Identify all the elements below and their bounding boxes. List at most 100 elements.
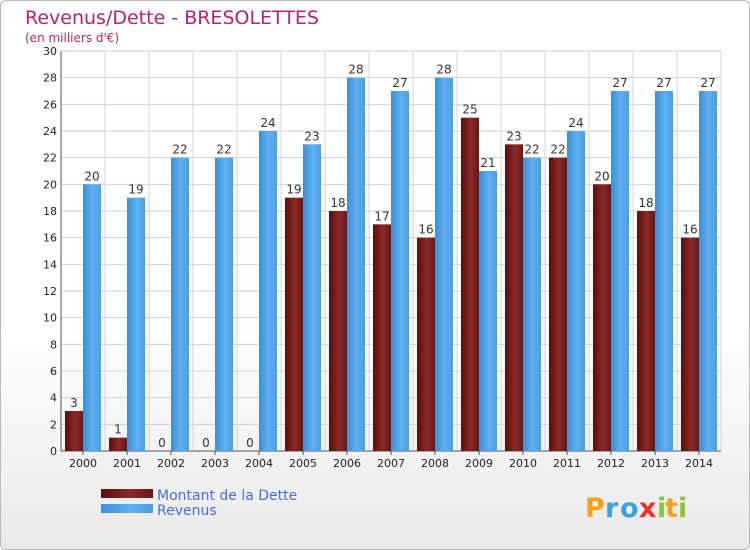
value-label-debt: 18 — [330, 196, 345, 210]
chart-subtitle: (en milliers d'€) — [25, 31, 119, 45]
y-tick-label: 0 — [50, 445, 57, 458]
x-tick-label: 2012 — [597, 457, 625, 470]
bar-revenus — [479, 171, 497, 451]
logo-letter: o — [620, 493, 639, 524]
x-tick-label: 2008 — [421, 457, 449, 470]
x-tick-label: 2001 — [113, 457, 141, 470]
y-tick-label: 26 — [43, 98, 57, 111]
bar-revenus — [655, 91, 673, 451]
logo-letter: P — [585, 493, 605, 524]
legend: Montant de la Dette Revenus — [101, 488, 297, 519]
logo-letter: t — [665, 493, 678, 524]
value-label-revenus: 24 — [568, 116, 583, 130]
value-label-debt: 18 — [638, 196, 653, 210]
value-label-revenus: 27 — [612, 76, 627, 90]
y-tick-label: 4 — [50, 392, 57, 405]
y-tick-label: 10 — [43, 312, 57, 325]
value-label-revenus: 23 — [304, 129, 319, 143]
bar-debt — [285, 197, 303, 451]
y-tick-label: 16 — [43, 232, 57, 245]
value-label-revenus: 27 — [392, 76, 407, 90]
y-tick-label: 30 — [43, 45, 57, 58]
value-label-debt: 3 — [70, 396, 78, 410]
bar-debt — [65, 411, 83, 451]
value-label-debt: 0 — [246, 436, 254, 450]
bar-debt — [461, 117, 479, 452]
value-label-revenus: 28 — [348, 63, 363, 77]
value-label-debt: 25 — [462, 103, 477, 117]
bars — [65, 77, 717, 452]
value-label-debt: 16 — [682, 223, 697, 237]
logo-letter: x — [639, 493, 656, 524]
value-label-debt: 22 — [550, 143, 565, 157]
y-tick-label: 22 — [43, 152, 57, 165]
bar-debt — [593, 184, 611, 452]
y-tick-label: 20 — [43, 178, 57, 191]
bar-revenus — [523, 157, 541, 451]
value-label-revenus: 28 — [436, 63, 451, 77]
y-tick-label: 12 — [43, 285, 57, 298]
value-label-debt: 19 — [286, 183, 301, 197]
x-tick-label: 2010 — [509, 457, 537, 470]
bar-revenus — [347, 77, 365, 452]
value-label-revenus: 19 — [128, 183, 143, 197]
value-label-debt: 20 — [594, 169, 609, 183]
value-label-revenus: 21 — [480, 156, 495, 170]
x-tick-label: 2011 — [553, 457, 581, 470]
bar-revenus — [259, 131, 277, 451]
value-label-debt: 0 — [202, 436, 210, 450]
value-label-debt: 16 — [418, 223, 433, 237]
bar-debt — [373, 224, 391, 451]
legend-swatch-revenus — [101, 504, 153, 513]
bar-debt — [109, 437, 127, 451]
value-label-revenus: 22 — [216, 143, 231, 157]
y-tick-label: 24 — [43, 125, 57, 138]
bar-revenus — [435, 77, 453, 452]
value-label-revenus: 24 — [260, 116, 275, 130]
value-label-revenus: 20 — [84, 169, 99, 183]
bar-debt — [329, 211, 347, 451]
bar-debt — [505, 144, 523, 452]
value-label-debt: 23 — [506, 129, 521, 143]
value-label-debt: 17 — [374, 209, 389, 223]
y-tick-label: 18 — [43, 205, 57, 218]
chart-title: Revenus/Dette - BRESOLETTES — [25, 7, 319, 29]
logo-letter: i — [678, 493, 687, 524]
value-label-revenus: 27 — [700, 76, 715, 90]
y-tick-label: 8 — [50, 338, 57, 351]
bar-debt — [417, 237, 435, 451]
legend-label-debt: Montant de la Dette — [157, 488, 297, 504]
bar-revenus — [611, 91, 629, 451]
bar-revenus — [127, 197, 145, 451]
x-tick-label: 2009 — [465, 457, 493, 470]
x-tick-label: 2006 — [333, 457, 361, 470]
legend-swatch-debt — [101, 489, 153, 498]
bar-revenus — [83, 184, 101, 452]
bar-revenus — [215, 157, 233, 451]
y-tick-label: 6 — [50, 365, 57, 378]
value-label-debt: 1 — [114, 423, 122, 437]
x-tick-label: 2004 — [245, 457, 273, 470]
bar-revenus — [391, 91, 409, 451]
bar-revenus — [171, 157, 189, 451]
x-tick-label: 2002 — [157, 457, 185, 470]
x-tick-label: 2003 — [201, 457, 229, 470]
legend-label-revenus: Revenus — [157, 503, 217, 519]
x-tick-label: 2014 — [685, 457, 713, 470]
bar-revenus — [303, 144, 321, 452]
x-tick-label: 2007 — [377, 457, 405, 470]
y-tick-label: 2 — [50, 418, 57, 431]
logo-letter: i — [657, 493, 666, 524]
logo-letter: r — [605, 493, 619, 524]
y-tick-label: 14 — [43, 258, 57, 271]
value-label-revenus: 22 — [172, 143, 187, 157]
value-label-revenus: 27 — [656, 76, 671, 90]
x-tick-label: 2000 — [69, 457, 97, 470]
bar-revenus — [567, 131, 585, 451]
x-tick-label: 2013 — [641, 457, 669, 470]
y-tick-label: 28 — [43, 72, 57, 85]
